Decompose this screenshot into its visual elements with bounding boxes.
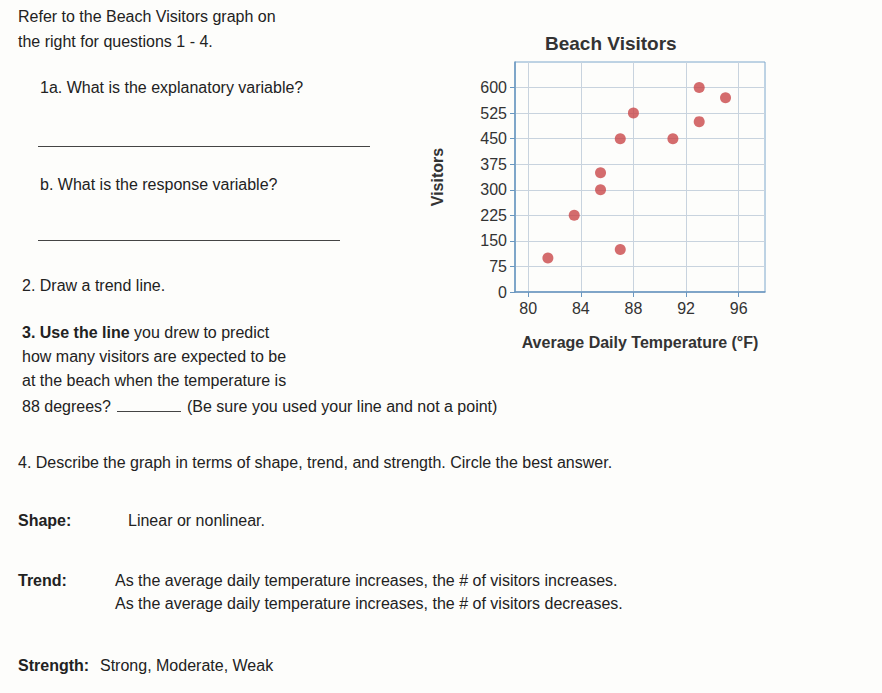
html-text:1a. What is the explanatory va: 1a. What is the explanatory variable? [40, 79, 304, 96]
html-text:Strong, Moderate, Weak: Strong, Moderate, Weak [100, 657, 274, 674]
html-text:As the average daily temperatu: As the average daily temperature increas… [115, 572, 618, 589]
html-text:Linear or nonlinear.: Linear or nonlinear. [128, 512, 265, 529]
svg-text:150: 150 [480, 232, 507, 249]
html-text:Strength:: Strength: [18, 657, 90, 674]
svg-text:375: 375 [480, 156, 507, 173]
html-text:at the beach when the temperat: at the beach when the temperature is [22, 372, 287, 389]
svg-text:525: 525 [480, 105, 507, 122]
html-text:As the average daily temperatu: As the average daily temperature increas… [115, 595, 623, 612]
svg-text:75: 75 [489, 258, 507, 275]
html-text:Shape:: Shape: [18, 512, 72, 529]
svg-text:300: 300 [480, 181, 507, 198]
html-text:2. Draw a trend line.: 2. Draw a trend line. [22, 277, 166, 294]
html-text:b. What is the response variab: b. What is the response variable? [40, 176, 278, 193]
html-text:how many visitors are expected: how many visitors are expected to be [22, 348, 287, 365]
svg-text:0: 0 [498, 284, 507, 301]
html-text:the right for questions 1 - 4.: the right for questions 1 - 4. [18, 33, 213, 50]
html-text:Refer to the Beach Visitors gr: Refer to the Beach Visitors graph on [18, 8, 276, 25]
html-text:(Be sure you used your line an: (Be sure you used your line and not a po… [187, 398, 498, 415]
html-text:4. Describe the graph in terms: 4. Describe the graph in terms of shape,… [18, 454, 613, 471]
svg-text:84: 84 [572, 300, 590, 317]
svg-text:92: 92 [677, 300, 695, 317]
svg-text:Visitors: Visitors [429, 148, 446, 207]
svg-text:225: 225 [480, 207, 507, 224]
svg-text:80: 80 [519, 300, 537, 317]
svg-text:96: 96 [730, 300, 748, 317]
svg-text:450: 450 [480, 130, 507, 147]
svg-text:Beach Visitors: Beach Visitors [545, 33, 677, 54]
html-text:88 degrees?: 88 degrees? [22, 398, 111, 415]
html-text:3. Use the line you drew to pr: 3. Use the line you drew to predict [22, 324, 270, 341]
svg-text:600: 600 [480, 79, 507, 96]
svg-text:Average Daily Temperature (°F): Average Daily Temperature (°F) [522, 334, 759, 351]
svg-text:88: 88 [625, 300, 643, 317]
html-text:Trend:: Trend: [18, 572, 67, 589]
